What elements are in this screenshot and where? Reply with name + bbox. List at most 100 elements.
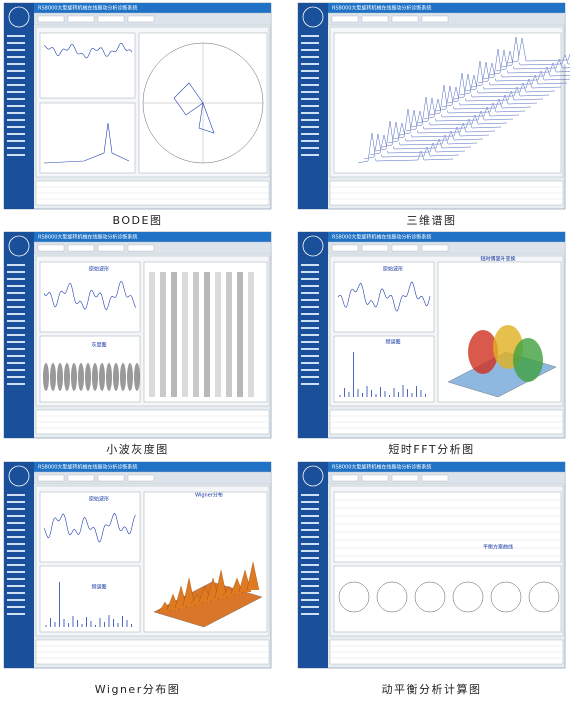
menu-item bbox=[7, 56, 25, 58]
plot-label: Wigner分布 bbox=[195, 492, 223, 499]
gray-band bbox=[99, 363, 105, 391]
title-bar bbox=[4, 3, 271, 13]
toolbar-field bbox=[127, 244, 155, 252]
menu-item bbox=[7, 550, 25, 552]
menu-item bbox=[301, 508, 319, 510]
menu-item bbox=[7, 112, 25, 114]
logo bbox=[8, 235, 30, 257]
menu-item bbox=[301, 515, 319, 517]
gray-stripe bbox=[204, 272, 210, 397]
menu-item bbox=[7, 105, 25, 107]
plot-label: 频谱图 bbox=[385, 339, 400, 346]
menu-item bbox=[301, 543, 319, 545]
menu-item bbox=[7, 501, 25, 503]
gray-stripe bbox=[237, 272, 243, 397]
menu-item bbox=[301, 264, 319, 266]
title-bar bbox=[298, 3, 565, 13]
menu-item bbox=[7, 341, 25, 343]
waterfall-line bbox=[447, 72, 544, 104]
waterfall-line bbox=[429, 84, 526, 116]
menu-item bbox=[7, 578, 25, 580]
menu-item bbox=[7, 126, 25, 128]
menu-item bbox=[7, 515, 25, 517]
gray-stripe bbox=[171, 272, 177, 397]
screenshot: RS8000大型旋转机械在线振动分析诊断系统 bbox=[3, 2, 272, 210]
logo bbox=[8, 465, 30, 487]
menu-item bbox=[7, 592, 25, 594]
plot-box bbox=[333, 261, 435, 333]
toolbar-field bbox=[331, 15, 359, 23]
toolbar-field bbox=[331, 474, 359, 482]
plot-label: 原始波形 bbox=[89, 266, 109, 273]
menu-item bbox=[301, 571, 319, 573]
surface-peak bbox=[468, 330, 498, 374]
menu-item bbox=[301, 306, 319, 308]
menu-item bbox=[301, 77, 319, 79]
app-title: RS8000大型旋转机械在线振动分析诊断系统 bbox=[38, 5, 137, 12]
menu-item bbox=[7, 599, 25, 601]
menu-item bbox=[7, 264, 25, 266]
menu-item bbox=[7, 278, 25, 280]
title-bar bbox=[4, 462, 271, 472]
waterfall-line bbox=[483, 48, 570, 80]
menu-item bbox=[301, 606, 319, 608]
menu-item bbox=[7, 508, 25, 510]
waterfall-line bbox=[399, 109, 496, 136]
toolbar-field bbox=[97, 244, 125, 252]
menu-item bbox=[7, 70, 25, 72]
menu-item bbox=[301, 56, 319, 58]
toolbar-field bbox=[421, 15, 449, 23]
gray-band bbox=[127, 363, 133, 391]
menu-item bbox=[301, 501, 319, 503]
menu-item bbox=[7, 98, 25, 100]
plot-box bbox=[39, 102, 136, 174]
gray-stripe bbox=[160, 272, 166, 397]
screenshot: RS8000大型旋转机械在线振动分析诊断系统 bbox=[297, 2, 570, 210]
curve bbox=[43, 122, 130, 164]
plot-box bbox=[333, 491, 562, 563]
menu-item bbox=[301, 362, 319, 364]
toolbar-field bbox=[67, 244, 95, 252]
plot-box bbox=[333, 565, 562, 633]
menu-item bbox=[7, 271, 25, 273]
app-title: RS8000大型旋转机械在线振动分析诊断系统 bbox=[332, 234, 431, 241]
menu-item bbox=[301, 147, 319, 149]
menu-item bbox=[301, 91, 319, 93]
menu-item bbox=[301, 522, 319, 524]
menu-item bbox=[301, 613, 319, 615]
menu-item bbox=[7, 571, 25, 573]
waterfall-line bbox=[375, 120, 472, 152]
menu-item bbox=[301, 585, 319, 587]
logo bbox=[302, 6, 324, 28]
menu-item bbox=[7, 585, 25, 587]
gray-stripe bbox=[193, 272, 199, 397]
menu-item bbox=[7, 613, 25, 615]
curve bbox=[173, 82, 215, 134]
menu-item bbox=[7, 564, 25, 566]
plot-box bbox=[39, 32, 136, 99]
menu-item bbox=[7, 63, 25, 65]
waterfall-line bbox=[411, 96, 508, 128]
toolbar-field bbox=[421, 244, 449, 252]
waterfall-line bbox=[381, 121, 478, 148]
curve bbox=[43, 42, 133, 59]
logo bbox=[302, 465, 324, 487]
menu-item bbox=[7, 147, 25, 149]
menu-item bbox=[301, 348, 319, 350]
gray-band bbox=[113, 363, 119, 391]
menu-item bbox=[301, 599, 319, 601]
plot-box bbox=[39, 565, 141, 633]
menu-item bbox=[7, 35, 25, 37]
menu-item bbox=[301, 271, 319, 273]
toolbar-field bbox=[391, 244, 419, 252]
waterfall-line bbox=[453, 73, 550, 100]
surface-ridge bbox=[214, 569, 228, 599]
menu-item bbox=[7, 606, 25, 608]
menu-item bbox=[301, 376, 319, 378]
menu-item bbox=[301, 327, 319, 329]
waterfall-line bbox=[357, 132, 454, 164]
menu-item bbox=[7, 84, 25, 86]
caption: 动平衡分析计算图 bbox=[382, 682, 482, 696]
